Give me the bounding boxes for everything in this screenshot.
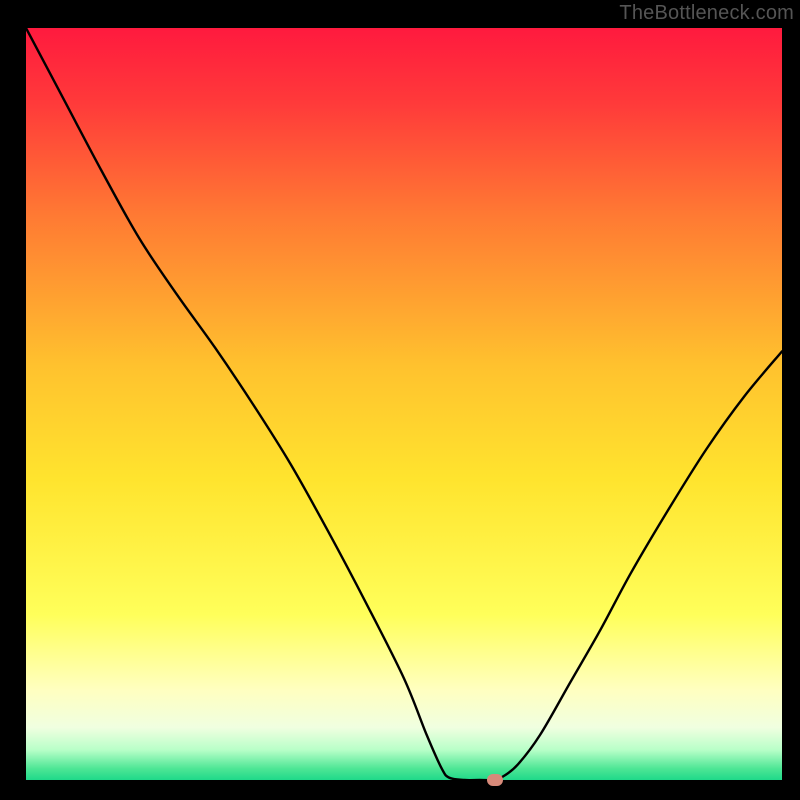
optimal-marker <box>487 774 503 786</box>
chart-plot-area <box>26 28 782 780</box>
watermark-text: TheBottleneck.com <box>619 2 794 25</box>
curve-path <box>26 28 782 780</box>
bottleneck-curve <box>26 28 782 780</box>
